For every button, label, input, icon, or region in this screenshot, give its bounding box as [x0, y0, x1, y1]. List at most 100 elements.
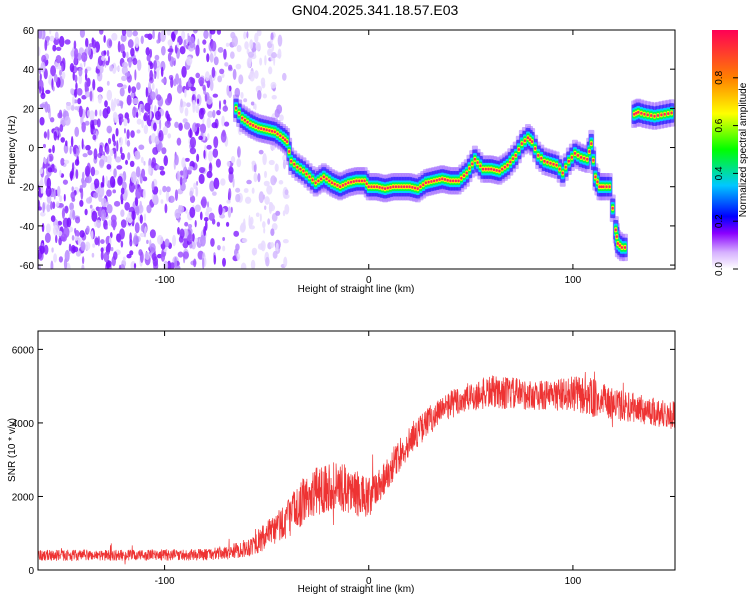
noise-blob [72, 96, 75, 106]
noise-blob [157, 235, 163, 245]
noise-blob [146, 240, 149, 244]
noise-blob [186, 102, 191, 107]
noise-blob [228, 206, 231, 218]
noise-blob [116, 67, 119, 71]
noise-blob [263, 94, 267, 99]
ridge-cell [244, 119, 246, 122]
ridge-cell [398, 185, 400, 188]
noise-blob [103, 35, 106, 43]
noise-blob [270, 228, 274, 236]
noise-blob [212, 110, 215, 118]
noise-blob [75, 106, 79, 110]
y-tick-label: 40 [23, 65, 35, 76]
noise-blob [53, 225, 59, 236]
noise-blob [181, 31, 185, 40]
noise-blob [67, 218, 72, 228]
noise-blob [92, 253, 95, 258]
noise-blob [195, 220, 197, 227]
noise-blob [109, 40, 112, 47]
noise-blob [213, 148, 219, 157]
noise-blob [203, 48, 205, 53]
noise-blob [195, 105, 199, 113]
ridge-cell [263, 128, 265, 131]
noise-blob [121, 219, 127, 228]
noise-blob [59, 70, 62, 76]
noise-blob [164, 203, 167, 213]
noise-blob [165, 111, 169, 119]
noise-blob [134, 151, 140, 158]
noise-blob [140, 214, 143, 223]
noise-blob [114, 201, 120, 207]
ridge-cell [529, 138, 531, 141]
noise-blob [144, 112, 148, 118]
noise-blob [66, 102, 71, 111]
ridge-cell [417, 187, 419, 190]
noise-blob [44, 131, 47, 138]
noise-blob [200, 235, 206, 247]
noise-blob [124, 202, 130, 211]
noise-blob [45, 90, 50, 94]
noise-blob [126, 52, 129, 59]
noise-blob [135, 222, 140, 233]
noise-blob [48, 148, 51, 152]
noise-blob [270, 32, 273, 40]
noise-blob [269, 160, 275, 165]
noise-blob [247, 58, 252, 69]
noise-blob [269, 202, 272, 206]
noise-blob [123, 256, 126, 261]
noise-blob [144, 213, 146, 221]
noise-blob [185, 158, 190, 162]
noise-blob [174, 209, 180, 219]
noise-blob [148, 82, 151, 93]
noise-blob [40, 92, 45, 99]
ridge-cell [381, 187, 383, 190]
noise-blob [256, 213, 260, 218]
ridge-cell [293, 163, 295, 166]
noise-blob [121, 118, 124, 122]
noise-blob [79, 200, 83, 207]
noise-blob [72, 235, 75, 241]
noise-blob [120, 87, 125, 96]
ridge-cell [452, 179, 454, 182]
noise-blob [217, 245, 221, 250]
x-tick-label: -100 [155, 576, 175, 587]
x-tick-label: -100 [155, 275, 175, 286]
ridge-cell [368, 185, 370, 188]
noise-blob [79, 230, 85, 238]
noise-blob [91, 211, 97, 222]
noise-blob [92, 243, 95, 247]
ridge-cell [555, 164, 557, 167]
noise-blob [136, 129, 140, 133]
ridge-cell [615, 228, 617, 231]
y-tick-label: -60 [20, 261, 35, 272]
noise-blob [210, 80, 214, 91]
x-tick-label: 100 [565, 576, 582, 587]
noise-blob [85, 38, 88, 48]
noise-blob [209, 164, 211, 169]
ridge-cell [347, 181, 349, 184]
noise-blob [99, 145, 103, 156]
noise-blob [46, 186, 52, 197]
ridge-cell [487, 168, 489, 171]
noise-blob [244, 188, 249, 193]
noise-blob [183, 40, 186, 48]
noise-blob [163, 126, 168, 135]
noise-blob [43, 144, 46, 148]
ridge-cell [342, 184, 344, 187]
noise-blob [264, 206, 266, 210]
ridge-cell [596, 180, 598, 183]
ridge-cell [373, 185, 375, 188]
noise-blob [159, 120, 161, 130]
noise-blob [189, 36, 195, 48]
noise-blob [240, 222, 245, 232]
noise-blob [83, 153, 88, 157]
noise-blob [45, 233, 51, 243]
ridge-cell [518, 148, 520, 151]
noise-blob [184, 222, 188, 227]
noise-blob [184, 122, 190, 130]
noise-blob [236, 158, 241, 167]
noise-blob [99, 109, 101, 116]
noise-blob [39, 168, 43, 174]
ridge-cell [366, 182, 368, 185]
noise-blob [150, 91, 156, 100]
